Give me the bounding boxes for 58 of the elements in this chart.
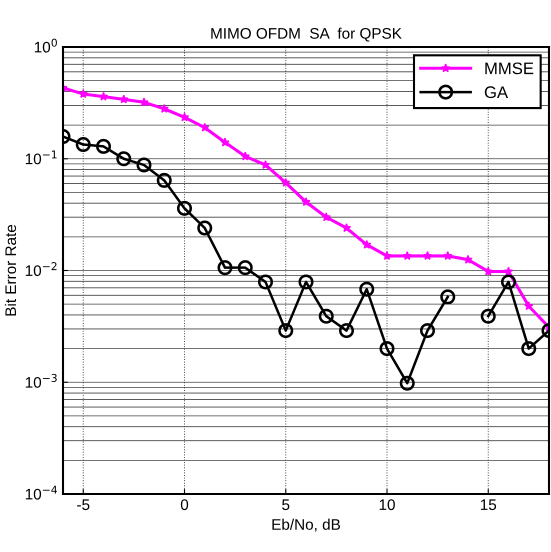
point (480, 308, 496, 324)
y-axis-title: Bit Error Rate (4, 224, 16, 316)
legend-label: MMSE (485, 62, 534, 74)
point (76, 137, 91, 152)
point (463, 254, 473, 264)
y-tick-label: 10$^{−4}$ (26, 486, 57, 500)
point (443, 251, 452, 260)
x-tick-label: -5 (77, 499, 90, 510)
x-axis-title: Eb/No, dB (272, 518, 340, 532)
point (484, 266, 493, 276)
point (322, 212, 331, 222)
point (420, 323, 435, 338)
point (139, 97, 149, 106)
y-tick-label: 10$^{−2}$ (26, 262, 57, 276)
point (339, 323, 354, 338)
point (521, 341, 536, 356)
legend-label: GA (484, 86, 508, 98)
point (180, 112, 190, 122)
point (422, 251, 432, 260)
point (301, 197, 311, 206)
point (402, 251, 412, 260)
point (380, 341, 394, 356)
point (400, 376, 415, 391)
point (440, 289, 456, 304)
point (218, 260, 232, 276)
point (382, 251, 392, 260)
point (281, 178, 290, 187)
point (220, 138, 230, 146)
x-tick-label: 5 (282, 499, 290, 510)
point (359, 282, 374, 297)
x-tick-label: 10 (380, 499, 395, 510)
point (362, 240, 372, 249)
point (136, 157, 152, 172)
point (342, 223, 352, 232)
point (197, 220, 212, 236)
point (96, 138, 111, 154)
point (177, 200, 192, 216)
point (318, 308, 334, 324)
point (258, 274, 273, 290)
point (240, 152, 250, 160)
point (238, 260, 253, 276)
point (116, 151, 132, 166)
point (260, 160, 270, 170)
point (504, 266, 514, 276)
y-tick-label: 10$^{−3}$ (26, 374, 57, 388)
x-tick-label: 0 (180, 499, 188, 510)
y-tick-label: 10$^{−1}$ (26, 150, 57, 164)
point (119, 94, 128, 104)
chart-title: MIMO OFDM SA for QPSK (211, 28, 402, 42)
point (524, 301, 534, 310)
point (98, 92, 108, 101)
point (298, 274, 314, 290)
point (501, 274, 516, 290)
y-tick-label: 10$^{0}$ (34, 38, 57, 53)
point (156, 172, 172, 188)
point (200, 122, 210, 132)
point (278, 323, 294, 338)
x-tick-label: 15 (480, 499, 496, 510)
